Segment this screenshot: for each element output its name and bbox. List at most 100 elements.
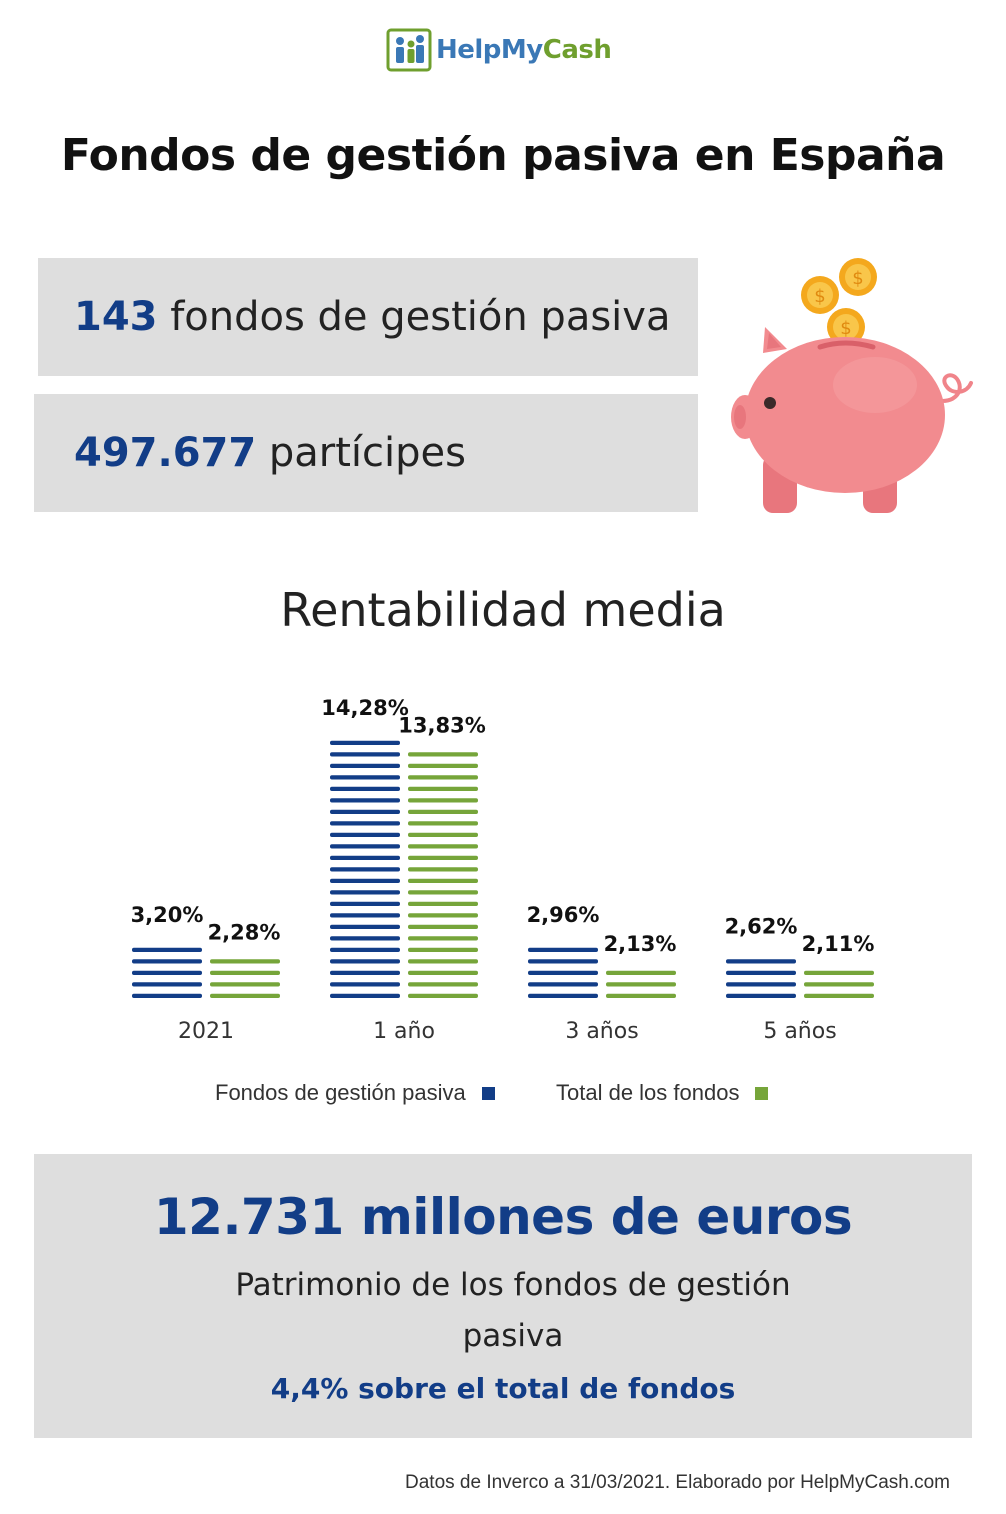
page-title: Fondos de gestión pasiva en España [60,130,946,181]
bar-stripe [408,867,478,872]
bar-stripe [528,982,598,987]
stat-funds-label: fondos de gestión pasiva [157,294,671,340]
bar-stripe [330,775,400,780]
assets-amount: 12.731 millones de euros [153,1188,853,1246]
x-tick-label: 5 años [763,1019,836,1044]
bar [330,740,400,998]
bar-stripe [330,878,400,883]
bar [210,959,280,998]
bar-stripe [330,970,400,975]
bar-stripe [408,993,478,998]
bar-stripe [210,970,280,975]
bar-stripe [726,982,796,987]
svg-text:$: $ [814,286,825,307]
bar-stripe [408,890,478,895]
bar-stripe [330,993,400,998]
bar-stripe [408,959,478,964]
bar-stripe [330,855,400,860]
bar-stripe [528,947,598,952]
x-tick-label: 2021 [178,1019,234,1044]
bar-stripe [528,970,598,975]
piggy-bank-icon: $ $ $ [731,258,973,513]
bar-stripe [330,913,400,918]
bar-stripe [330,763,400,768]
logo-people-icon [386,28,432,72]
bar-stripe [132,959,202,964]
bar-stripe [330,924,400,929]
legend-label-passive: Fondos de gestión pasiva [215,1080,466,1105]
data-label: 2,28% [208,920,281,944]
bar-stripe [330,821,400,826]
bar-stripe [330,982,400,987]
x-tick-label: 1 año [373,1019,435,1044]
stat-box-participants: 497.677 partícipes [34,394,698,512]
svg-text:$: $ [852,268,863,289]
bar-stripe [132,970,202,975]
legend-item-total: Total de los fondos [556,1080,769,1106]
bar-stripe [528,993,598,998]
bar-stripe [330,740,400,745]
bar-stripe [330,901,400,906]
legend-swatch-total [755,1086,769,1100]
bar-stripe [528,959,598,964]
stat-funds-line: 143 fondos de gestión pasiva [38,294,670,340]
coin-icon: $ [827,308,865,346]
legend-swatch-passive [481,1086,495,1100]
bar-stripe [726,959,796,964]
bar-stripe [606,970,676,975]
bar-stripe [132,947,202,952]
bar-stripe [408,844,478,849]
bar-stripe [726,970,796,975]
assets-description: Patrimonio de los fondos de gestión pasi… [235,1267,791,1354]
bar [804,970,874,998]
x-tick-label: 3 años [565,1019,638,1044]
bar-stripe [408,936,478,941]
bar-stripe [408,970,478,975]
bar-stripe [408,855,478,860]
bar-stripe [408,798,478,803]
legend-item-passive: Fondos de gestión pasiva [215,1080,495,1106]
source-note: Datos de Inverco a 31/03/2021. Elaborado… [405,1472,950,1493]
bar-stripe [408,832,478,837]
bar-stripe [330,947,400,952]
bar [528,947,598,998]
stat-participants-line: 497.677 partícipes [34,430,466,476]
assets-share: 4,4% sobre el total de fondos [270,1372,736,1405]
logo-word-cash: Cash [542,35,612,65]
bar-stripe [804,982,874,987]
bar-stripe [330,752,400,757]
bar-stripe [330,832,400,837]
coin-icon: $ [839,258,877,296]
bar-stripe [606,982,676,987]
bar-stripe [330,867,400,872]
bar-stripe [408,947,478,952]
bar-stripe [330,786,400,791]
bar-stripe [804,970,874,975]
stat-participants-number: 497.677 [74,430,257,476]
coin-icon: $ [801,276,839,314]
bar-stripe [726,993,796,998]
assets-summary-box: 12.731 millones de euros Patrimonio de l… [34,1154,972,1438]
bar-stripe [330,959,400,964]
bar-stripe [408,786,478,791]
bar-stripe [210,959,280,964]
bar-stripe [408,913,478,918]
data-label: 14,28% [321,696,408,720]
bar-stripe [408,763,478,768]
svg-text:$: $ [840,318,851,339]
bar-stripe [408,821,478,826]
bar-stripe [408,924,478,929]
bar-stripe [132,982,202,987]
returns-bar-chart: 3,20%2,28% 2021 14,28%13,83% 1 año 2,96%2,13… [131,696,875,1044]
data-label: 3,20% [131,903,204,927]
stat-box-funds: 143 fondos de gestión pasiva [38,258,698,376]
bar-stripe [330,936,400,941]
bar-stripe [132,993,202,998]
data-label: 2,11% [802,932,875,956]
logo-wordmark: HelpMyCash [436,35,612,65]
bar-stripe [330,890,400,895]
bar-stripe [210,982,280,987]
bar-stripe [330,798,400,803]
bar-stripe [330,844,400,849]
legend-label-total: Total de los fondos [556,1080,740,1105]
